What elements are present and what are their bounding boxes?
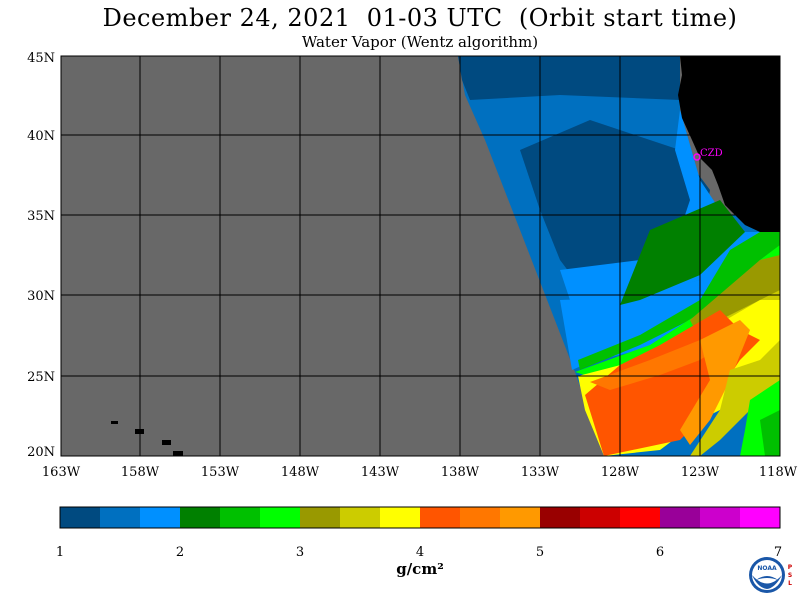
lon-label: 143W: [361, 465, 400, 480]
colorbar-tick-label: 4: [416, 545, 424, 560]
lat-label: 40N: [27, 129, 55, 144]
map-frame: [60, 55, 781, 457]
graticule: [61, 56, 780, 456]
lat-label: 30N: [27, 289, 55, 304]
colorbar-swatch: [180, 507, 221, 528]
land-north-america: [678, 56, 780, 232]
lat-label: 35N: [27, 209, 55, 224]
colorbar-tick-label: 2: [176, 545, 184, 560]
colorbar-tick-label: 3: [296, 545, 304, 560]
psl-letter: P: [788, 564, 793, 571]
map-subtitle: Water Vapor (Wentz algorithm): [301, 33, 539, 51]
colorbar-swatch: [260, 507, 301, 528]
lat-label: 25N: [27, 370, 55, 385]
colorbar-swatch: [60, 507, 101, 528]
psl-letter: L: [788, 580, 792, 587]
colorbar-tick-label: 7: [774, 545, 782, 560]
lon-label: 118W: [759, 465, 798, 480]
colorbar-ticks: 1 2 3 4 5 6 7: [56, 545, 782, 560]
colorbar-swatch: [580, 507, 621, 528]
lon-label: 163W: [42, 465, 81, 480]
colorbar-swatch: [460, 507, 501, 528]
noaa-logo-text: NOAA: [757, 565, 777, 572]
psl-letter: S: [788, 572, 792, 579]
colorbar-swatch: [620, 507, 661, 528]
colorbar-tick-label: 1: [56, 545, 64, 560]
station-label: CZD: [700, 148, 723, 159]
station-marker: CZD: [693, 148, 723, 161]
lon-label: 133W: [521, 465, 560, 480]
colorbar-swatch: [500, 507, 541, 528]
colorbar-frame: [59, 506, 781, 529]
colorbar-swatch: [420, 507, 461, 528]
lon-label: 123W: [681, 465, 720, 480]
colorbar-swatch: [740, 507, 781, 528]
colorbar-swatch: [540, 507, 581, 528]
lon-label: 138W: [441, 465, 480, 480]
map-title: December 24, 2021 01-03 UTC (Orbit start…: [102, 4, 738, 32]
colorbar-units: g/cm²: [396, 560, 444, 578]
lat-label: 45N: [27, 51, 55, 66]
colorbar-swatch: [700, 507, 741, 528]
colorbar-tick-label: 5: [536, 545, 544, 560]
colorbar-swatch: [660, 507, 701, 528]
colorbar-swatch: [380, 507, 421, 528]
colorbar-swatch: [340, 507, 381, 528]
lat-labels: 45N 40N 35N 30N 25N 20N: [27, 51, 55, 460]
lon-labels: 163W 158W 153W 148W 143W 138W 133W 128W …: [42, 465, 798, 480]
lon-label: 153W: [201, 465, 240, 480]
lon-label: 158W: [121, 465, 160, 480]
colorbar-swatch: [220, 507, 261, 528]
colorbar-swatch: [100, 507, 141, 528]
lat-label: 20N: [27, 445, 55, 460]
colorbar-swatch: [300, 507, 341, 528]
lon-label: 148W: [281, 465, 320, 480]
colorbar-tick-label: 6: [656, 545, 664, 560]
noaa-logo: NOAA P S L: [749, 557, 793, 593]
lon-label: 128W: [601, 465, 640, 480]
colorbar-swatch: [140, 507, 181, 528]
colorbar: [60, 507, 781, 528]
